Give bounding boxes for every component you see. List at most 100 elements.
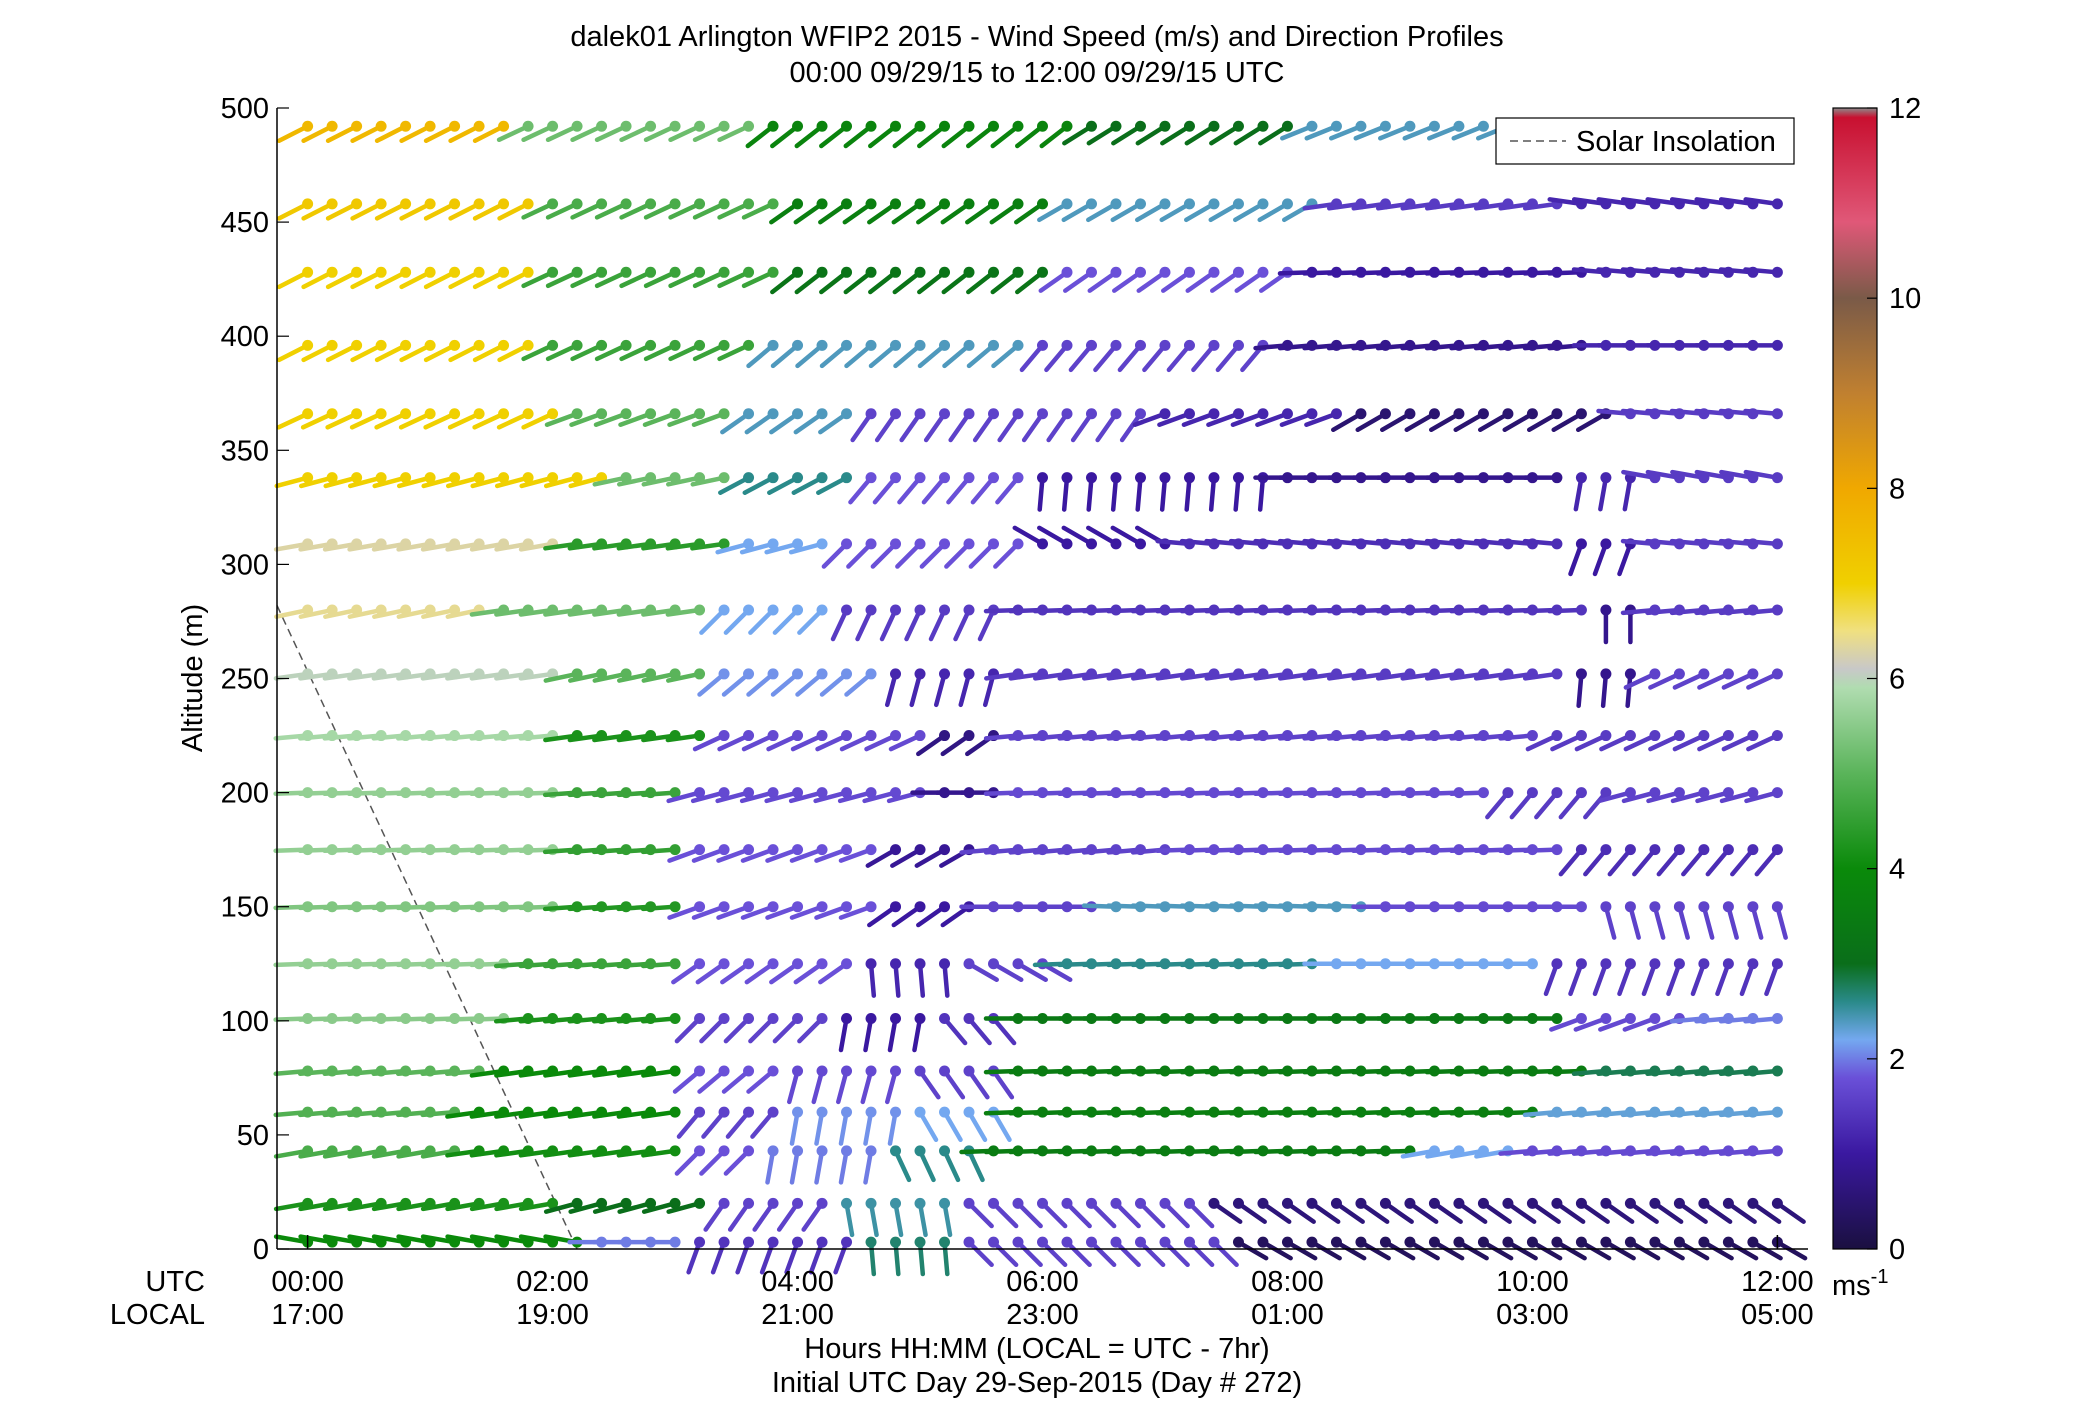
wind-barb-point [1404, 1236, 1416, 1248]
wind-barb-point [816, 604, 828, 616]
x-tick-label-utc: 12:00 [1741, 1266, 1814, 1298]
wind-barb-point [596, 198, 608, 210]
wind-barb-point [1624, 1236, 1636, 1248]
wind-barb-point [1747, 901, 1759, 913]
wind-barb-point [767, 408, 779, 420]
wind-barb-point [571, 1197, 583, 1209]
wind-barb-point [1722, 730, 1734, 742]
wind-barb-point [963, 266, 975, 278]
wind-barb-point [914, 1065, 926, 1077]
wind-barb-point [792, 730, 804, 742]
wind-barb-point [816, 1013, 828, 1025]
wind-barb-point [841, 472, 853, 484]
y-tick-label: 150 [221, 892, 269, 924]
wind-barb-point [841, 198, 853, 210]
wind-barb-point [841, 604, 853, 616]
wind-barb-point [816, 958, 828, 970]
wind-barb-point [1698, 787, 1710, 799]
wind-barb-point [498, 472, 510, 484]
wind-barb-point [914, 538, 926, 550]
wind-barb-point [645, 339, 657, 351]
wind-barb-point [1257, 266, 1269, 278]
wind-barb-point [1232, 120, 1244, 132]
x-tick-label-utc: 08:00 [1251, 1266, 1324, 1298]
wind-barb-point [1747, 787, 1759, 799]
wind-barb-point [1183, 339, 1195, 351]
wind-barb-point [890, 958, 902, 970]
wind-barb-point [743, 120, 755, 132]
wind-barb-point [1624, 901, 1636, 913]
wind-barb-point [1232, 266, 1244, 278]
wind-barb-point [743, 339, 755, 351]
wind-barb-point [302, 120, 314, 132]
wind-barb-point [841, 120, 853, 132]
wind-barb-point [351, 120, 363, 132]
wind-barb-point [890, 1013, 902, 1025]
colorbar: 0 2 4 6 8 10 12 [1832, 93, 1921, 1266]
wind-barb-point [473, 266, 485, 278]
wind-barb-point [449, 120, 461, 132]
wind-barb-point [645, 198, 657, 210]
wind-barb-point [1159, 120, 1171, 132]
wind-barb-point [718, 266, 730, 278]
wind-barb-point [1355, 1236, 1367, 1248]
wind-barb-point [1771, 408, 1783, 420]
wind-barb-point [1159, 266, 1171, 278]
wind-barb-point [1061, 1236, 1073, 1248]
wind-barb-point [939, 538, 951, 550]
wind-barb-point [1061, 266, 1073, 278]
y-tick-label: 400 [221, 321, 269, 353]
wind-barb-point [914, 1013, 926, 1025]
wind-barb-point [1037, 198, 1048, 210]
wind-barb-point [1698, 901, 1710, 913]
wind-barb-point [792, 538, 804, 550]
wind-barb-point [1771, 668, 1783, 680]
colorbar-tick-label: 12 [1889, 93, 1921, 125]
wind-barb-point [1183, 1236, 1195, 1248]
wind-barb-point [645, 120, 657, 132]
wind-barb-point [547, 472, 559, 484]
wind-barb-point [1257, 198, 1269, 210]
wind-barb-point [1159, 339, 1171, 351]
wind-barb-point [449, 198, 461, 210]
wind-barb-point [1526, 1197, 1538, 1209]
wind-barb-point [1502, 408, 1514, 420]
wind-barb-point [375, 472, 387, 484]
wind-barb-point [1698, 1197, 1710, 1209]
wind-barb-point [694, 120, 706, 132]
wind-barb-point [1600, 787, 1612, 799]
wind-barb-point [914, 1106, 926, 1118]
wind-barb-point [841, 339, 853, 351]
wind-barb-point [1232, 339, 1244, 351]
wind-barb-point [473, 408, 485, 420]
wind-barb-point [767, 901, 779, 913]
wind-barb-point [669, 844, 681, 856]
wind-barb-point [1012, 538, 1024, 550]
wind-barb-point [865, 787, 877, 799]
wind-barb-point [1257, 120, 1269, 132]
wind-barb-point [1600, 472, 1612, 484]
colorbar-tick-label: 6 [1889, 664, 1905, 696]
wind-barb-point [1624, 844, 1636, 856]
wind-barb-point [718, 844, 730, 856]
wind-barb-point [718, 120, 730, 132]
wind-barb-point [1624, 958, 1636, 970]
wind-barb-point [1257, 1236, 1269, 1248]
wind-barb-point [1673, 901, 1685, 913]
wind-barb-point [1722, 844, 1734, 856]
wind-barb-point [669, 408, 681, 420]
wind-barb-point [988, 408, 1000, 420]
wind-barb-point [694, 668, 706, 680]
wind-barb-point [890, 1236, 902, 1248]
wind-barb-point [1110, 120, 1122, 132]
wind-barb-point [1575, 787, 1587, 799]
wind-barb-point [890, 1065, 902, 1077]
wind-barb-point [1428, 1236, 1440, 1248]
wind-barb-point [669, 198, 681, 210]
wind-barb-point [914, 1197, 926, 1209]
wind-barb-point [424, 339, 436, 351]
wind-barb-point [1771, 1197, 1783, 1209]
wind-barb-point [1722, 787, 1734, 799]
wind-barb-point [1159, 408, 1171, 420]
wind-barb-point [351, 198, 363, 210]
